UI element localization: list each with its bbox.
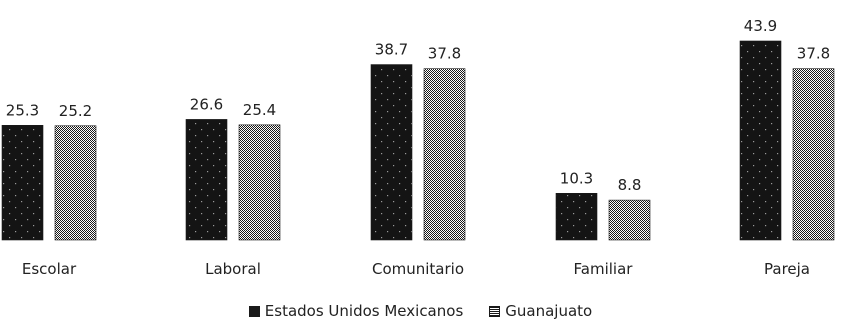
legend-item-series-1: Estados Unidos Mexicanos bbox=[248, 302, 464, 320]
value-label-pareja-series-2: 37.8 bbox=[797, 45, 830, 63]
value-label-familiar-series-1: 10.3 bbox=[560, 169, 593, 187]
bar-laboral-series-2 bbox=[238, 124, 281, 241]
legend-label-series-2: Guanajuato bbox=[505, 302, 593, 320]
bar-pareja-series-2 bbox=[792, 68, 835, 241]
labels-layer: 25.3 25.2 Escolar 26.6 25.4 Laboral 38.7 37.8 Co… bbox=[6, 17, 830, 278]
value-label-escolar-series-1: 25.3 bbox=[6, 101, 39, 119]
bar-familiar-series-2 bbox=[608, 199, 651, 241]
value-label-pareja-series-1: 43.9 bbox=[744, 17, 777, 35]
bar-laboral-series-1 bbox=[185, 119, 228, 241]
value-label-comunitario-series-2: 37.8 bbox=[428, 45, 461, 63]
category-label-pareja: Pareja bbox=[764, 260, 810, 278]
value-label-comunitario-series-1: 38.7 bbox=[375, 41, 408, 59]
bar-familiar-series-1 bbox=[555, 193, 598, 241]
bar-pareja-series-1 bbox=[739, 40, 782, 241]
value-label-escolar-series-2: 25.2 bbox=[59, 102, 92, 120]
legend-item-series-2: Guanajuato bbox=[489, 302, 592, 320]
value-label-laboral-series-2: 25.4 bbox=[243, 101, 276, 119]
bars-layer bbox=[1, 40, 835, 241]
bar-comunitario-series-1 bbox=[370, 64, 413, 241]
category-label-laboral: Laboral bbox=[205, 260, 261, 278]
category-label-escolar: Escolar bbox=[22, 260, 77, 278]
legend-label-series-1: Estados Unidos Mexicanos bbox=[264, 302, 464, 320]
legend-swatch-series-2 bbox=[489, 305, 501, 317]
category-label-comunitario: Comunitario bbox=[372, 260, 464, 278]
bar-escolar-series-2 bbox=[54, 125, 97, 241]
bar-comunitario-series-2 bbox=[423, 68, 466, 241]
value-label-familiar-series-2: 8.8 bbox=[618, 176, 642, 194]
bar-escolar-series-1 bbox=[1, 125, 44, 241]
legend: Estados Unidos Mexicanos Guanajuato bbox=[0, 302, 841, 320]
category-label-familiar: Familiar bbox=[574, 260, 634, 278]
value-label-laboral-series-1: 26.6 bbox=[190, 95, 223, 113]
legend-swatch-series-1 bbox=[248, 305, 260, 317]
